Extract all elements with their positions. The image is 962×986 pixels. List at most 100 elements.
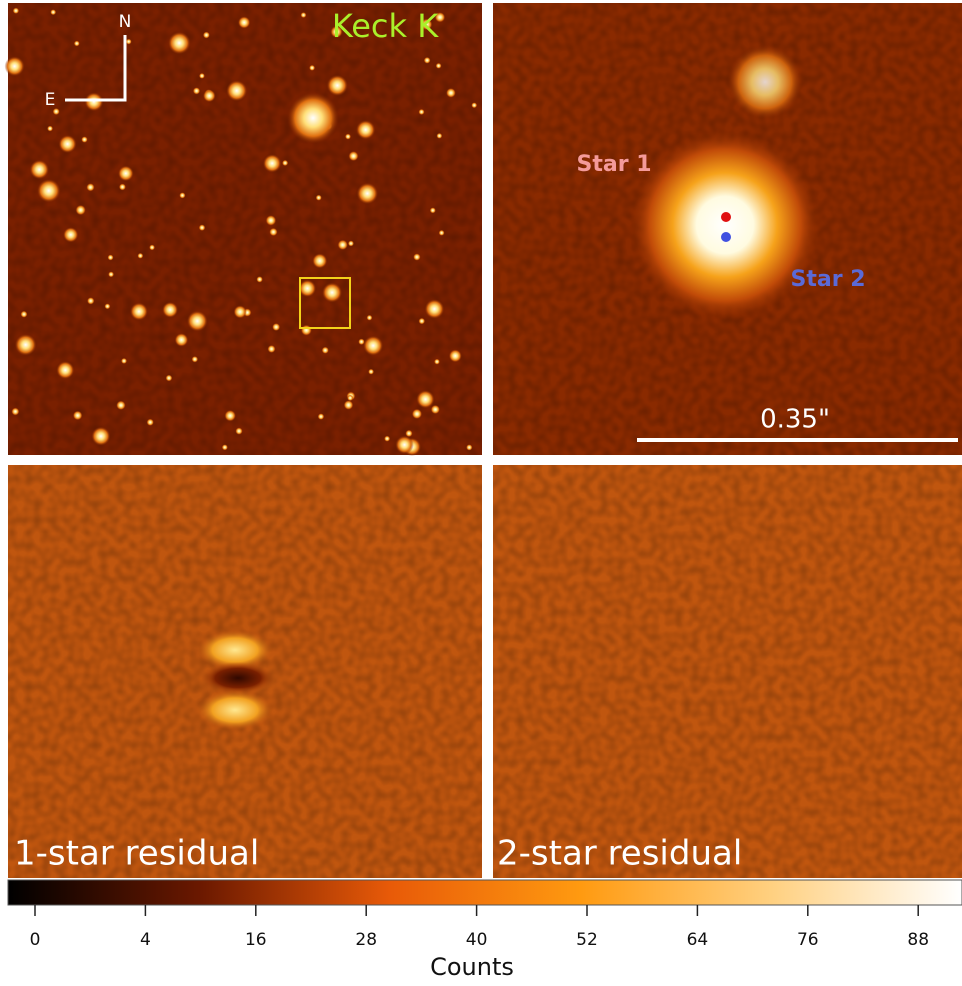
- field-star: [199, 224, 206, 231]
- field-star: [107, 254, 113, 260]
- residual-panel: 2-star residual: [493, 465, 962, 878]
- field-star: [168, 32, 191, 55]
- field-star: [322, 282, 342, 302]
- field-star: [56, 361, 74, 379]
- compass-north: N: [119, 12, 132, 32]
- field-star: [316, 195, 322, 201]
- field-star: [121, 358, 127, 364]
- field-star: [436, 63, 442, 69]
- field-star: [466, 444, 473, 451]
- colorbar-tick-label: 28: [355, 930, 377, 950]
- field-star: [449, 349, 462, 362]
- field-star: [137, 253, 143, 259]
- field-star: [126, 39, 132, 45]
- field-star: [318, 413, 325, 420]
- field-star: [431, 405, 440, 414]
- field-star: [267, 345, 275, 353]
- field-star: [471, 102, 477, 108]
- field-star: [233, 305, 246, 318]
- field-star: [30, 160, 50, 180]
- field-star: [416, 390, 434, 408]
- field-star: [86, 183, 94, 191]
- field-star: [75, 205, 86, 216]
- field-star: [11, 407, 19, 415]
- field-star: [116, 400, 126, 410]
- field-star: [15, 334, 37, 356]
- field-star: [413, 253, 421, 261]
- field-star: [73, 411, 83, 421]
- star1-label: Star 1: [576, 152, 651, 177]
- field-star: [226, 80, 247, 101]
- colorbar-tick-label: 4: [140, 930, 151, 950]
- star1-marker: [721, 212, 731, 222]
- field-star: [63, 227, 78, 242]
- colorbar-tick-label: 52: [576, 930, 598, 950]
- field-star: [162, 302, 178, 318]
- field-star: [108, 271, 114, 277]
- field-star: [282, 160, 288, 166]
- field-star: [345, 134, 351, 140]
- panel-label: Keck K: [332, 7, 439, 45]
- field-star: [175, 333, 189, 347]
- field-star: [222, 444, 228, 450]
- field-star: [130, 302, 148, 320]
- field-star: [395, 436, 413, 454]
- field-star: [418, 109, 424, 115]
- field-star: [84, 92, 103, 111]
- field-star: [13, 7, 20, 14]
- field-star: [348, 240, 354, 246]
- zoom-panel: Star 1 Star 2 0.35": [493, 3, 962, 455]
- field-star: [235, 427, 243, 435]
- colorbar-tick-label: 64: [687, 930, 709, 950]
- field-star: [192, 356, 199, 363]
- field-star: [434, 359, 440, 365]
- field-star: [203, 31, 210, 38]
- field-star: [187, 311, 208, 332]
- wide-field-panel: N E Keck K: [5, 3, 482, 456]
- field-star: [147, 419, 154, 426]
- field-star: [356, 120, 375, 139]
- field-star: [363, 336, 383, 356]
- field-star: [300, 12, 306, 18]
- field-star: [425, 299, 445, 319]
- field-star: [312, 253, 327, 268]
- field-star: [327, 75, 348, 96]
- field-star: [224, 410, 236, 422]
- field-star: [118, 166, 134, 182]
- colorbar-tick-label: 0: [30, 930, 41, 950]
- field-star: [47, 125, 53, 131]
- field-star: [50, 9, 56, 15]
- colorbar-label: Counts: [430, 953, 514, 981]
- field-star: [299, 280, 317, 298]
- field-star: [87, 297, 95, 305]
- field-star: [301, 325, 312, 336]
- scale-bar-label: 0.35": [760, 405, 830, 435]
- figure: N E Keck K Star 1 Star 2 0.35" 1-star re…: [0, 0, 962, 986]
- field-star: [149, 244, 155, 250]
- field-star: [446, 88, 456, 98]
- field-star: [5, 56, 25, 76]
- field-star: [265, 215, 276, 226]
- field-star: [366, 315, 372, 321]
- field-star: [344, 400, 354, 410]
- field-star: [179, 192, 185, 198]
- compass-east: E: [45, 90, 56, 110]
- field-star: [436, 133, 442, 139]
- star2-label: Star 2: [790, 267, 865, 292]
- field-star: [384, 436, 390, 442]
- field-star: [337, 240, 348, 251]
- field-star: [203, 89, 216, 102]
- field-star: [309, 65, 315, 71]
- field-star: [119, 183, 126, 190]
- field-star: [269, 228, 278, 237]
- field-star: [430, 207, 436, 213]
- panel-label: 1-star residual: [14, 834, 259, 874]
- colorbar-tick-label: 40: [466, 930, 488, 950]
- field-star: [322, 347, 329, 354]
- field-star: [20, 311, 27, 318]
- field-star: [91, 427, 110, 446]
- field-star: [58, 135, 76, 153]
- field-star: [238, 16, 251, 29]
- field-star: [193, 87, 200, 94]
